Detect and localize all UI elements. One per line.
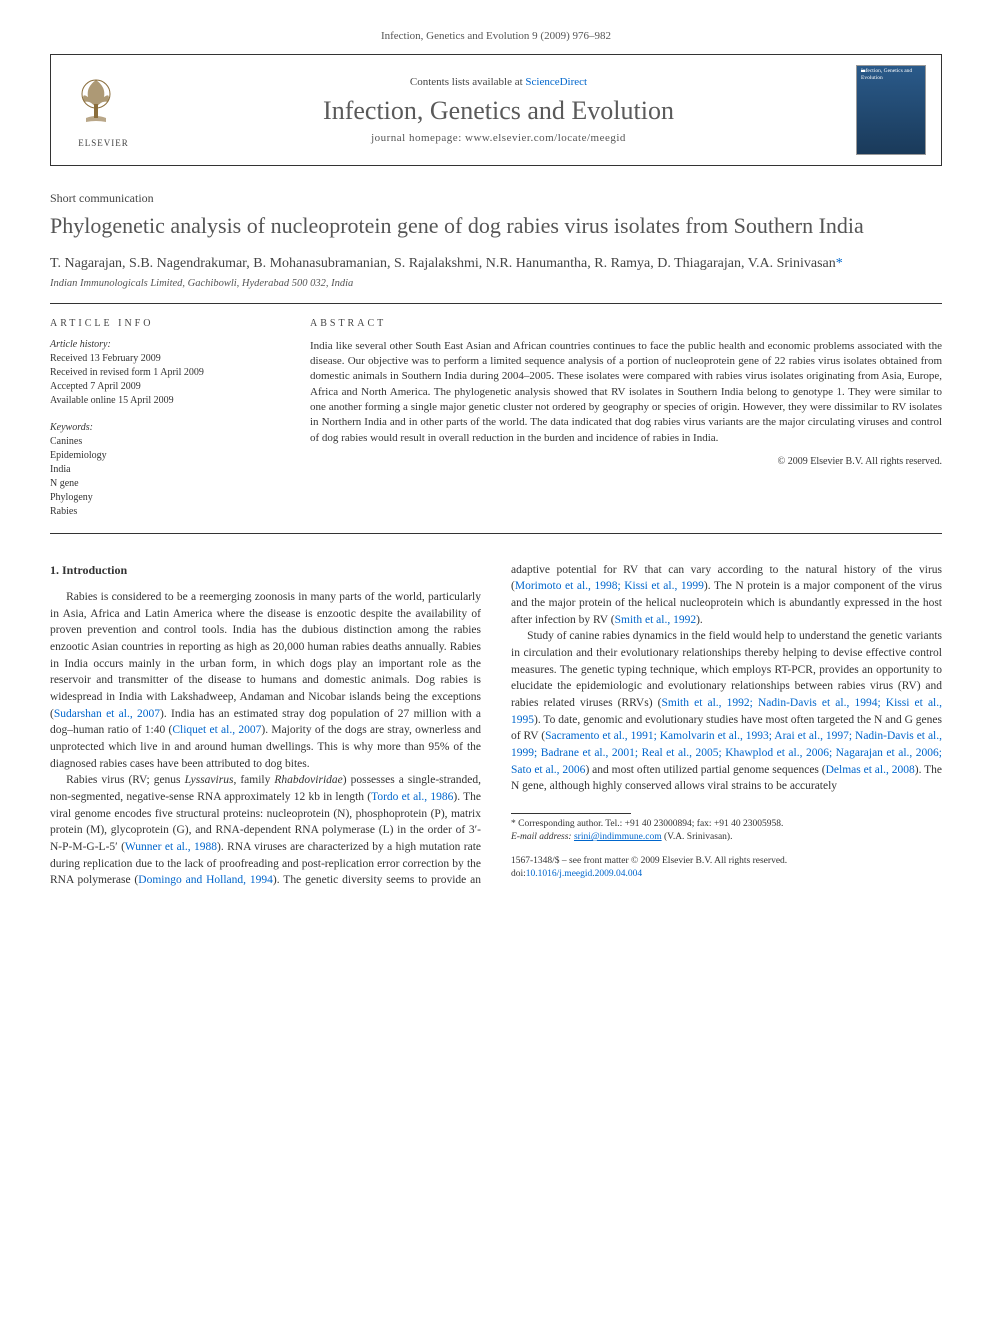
t: ) and most often utilized partial genome… <box>585 764 825 776</box>
email-footnote: E-mail address: srini@indimmune.com (V.A… <box>511 831 942 844</box>
citation-link[interactable]: Domingo and Holland, 1994 <box>138 874 273 886</box>
keyword: N gene <box>50 477 270 491</box>
doi-prefix: doi: <box>511 869 526 879</box>
keywords-head: Keywords: <box>50 422 270 433</box>
author-names: T. Nagarajan, S.B. Nagendrakumar, B. Moh… <box>50 256 836 271</box>
keyword: Rabies <box>50 505 270 519</box>
page-footer: 1567-1348/$ – see front matter © 2009 El… <box>511 855 942 883</box>
citation-link[interactable]: Morimoto et al., 1998; Kissi et al., 199… <box>515 580 704 592</box>
genus-italic: Lyssavirus <box>185 774 234 786</box>
keyword: India <box>50 463 270 477</box>
front-matter-line: 1567-1348/$ – see front matter © 2009 El… <box>511 855 942 869</box>
t: Rabies virus (RV; genus <box>66 774 184 786</box>
keyword: Canines <box>50 435 270 449</box>
para: Study of canine rabies dynamics in the f… <box>511 628 942 795</box>
copyright-line: © 2009 Elsevier B.V. All rights reserved… <box>310 456 942 467</box>
citation-link[interactable]: Delmas et al., 2008 <box>826 764 915 776</box>
homepage-link[interactable]: www.elsevier.com/locate/meegid <box>465 132 626 144</box>
article-meta-row: ARTICLE INFO Article history: Received 1… <box>50 318 942 519</box>
history-line: Received 13 February 2009 <box>50 352 270 366</box>
article-title: Phylogenetic analysis of nucleoprotein g… <box>50 212 942 240</box>
running-head: Infection, Genetics and Evolution 9 (200… <box>50 30 942 42</box>
contents-prefix: Contents lists available at <box>410 76 525 88</box>
citation-link[interactable]: Smith et al., 1992 <box>615 614 696 626</box>
journal-homepage: journal homepage: www.elsevier.com/locat… <box>141 132 856 144</box>
t: , family <box>233 774 274 786</box>
keyword: Phylogeny <box>50 491 270 505</box>
rule-top <box>50 303 942 304</box>
email-owner: (V.A. Srinivasan). <box>664 832 732 842</box>
footnote-rule <box>511 813 631 814</box>
abstract-head: ABSTRACT <box>310 318 942 329</box>
keyword: Epidemiology <box>50 449 270 463</box>
journal-cover-thumbnail: Infection, Genetics and Evolution <box>856 65 926 155</box>
corresponding-footnote: * Corresponding author. Tel.: +91 40 230… <box>511 818 942 831</box>
family-italic: Rhabdoviridae <box>274 774 342 786</box>
abstract-block: ABSTRACT India like several other South … <box>310 318 942 519</box>
history-head: Article history: <box>50 339 270 350</box>
citation-link[interactable]: Tordo et al., 1986 <box>371 791 453 803</box>
publisher-logo-block: ELSEVIER <box>66 72 141 148</box>
t: ). <box>696 614 703 626</box>
body-columns: 1. Introduction Rabies is considered to … <box>50 562 942 889</box>
article-info-head: ARTICLE INFO <box>50 318 270 329</box>
email-label: E-mail address: <box>511 832 572 842</box>
article-type: Short communication <box>50 191 942 206</box>
corresponding-mark: * <box>836 256 843 271</box>
t: Rabies is considered to be a reemerging … <box>50 591 481 720</box>
homepage-prefix: journal homepage: <box>371 132 465 144</box>
citation-link[interactable]: Wunner et al., 1988 <box>125 841 217 853</box>
citation-link[interactable]: Cliquet et al., 2007 <box>172 724 261 736</box>
author-list: T. Nagarajan, S.B. Nagendrakumar, B. Moh… <box>50 256 942 272</box>
publisher-name: ELSEVIER <box>66 138 141 148</box>
cover-caption: Infection, Genetics and Evolution <box>861 68 925 81</box>
rule-bottom <box>50 533 942 534</box>
history-line: Received in revised form 1 April 2009 <box>50 366 270 380</box>
sciencedirect-link[interactable]: ScienceDirect <box>525 76 587 88</box>
doi-link[interactable]: 10.1016/j.meegid.2009.04.004 <box>526 869 642 879</box>
affiliation: Indian Immunologicals Limited, Gachibowl… <box>50 278 942 289</box>
article-info-block: ARTICLE INFO Article history: Received 1… <box>50 318 270 519</box>
history-line: Available online 15 April 2009 <box>50 394 270 408</box>
citation-link[interactable]: Sudarshan et al., 2007 <box>54 708 160 720</box>
journal-header: ELSEVIER Contents lists available at Sci… <box>50 54 942 166</box>
history-line: Accepted 7 April 2009 <box>50 380 270 394</box>
abstract-text: India like several other South East Asia… <box>310 339 942 447</box>
para: Rabies is considered to be a reemerging … <box>50 589 481 772</box>
elsevier-tree-icon <box>66 72 126 132</box>
contents-available: Contents lists available at ScienceDirec… <box>141 76 856 88</box>
section-head-intro: 1. Introduction <box>50 562 481 579</box>
journal-title: Infection, Genetics and Evolution <box>141 96 856 126</box>
email-link[interactable]: srini@indimmune.com <box>574 832 662 842</box>
